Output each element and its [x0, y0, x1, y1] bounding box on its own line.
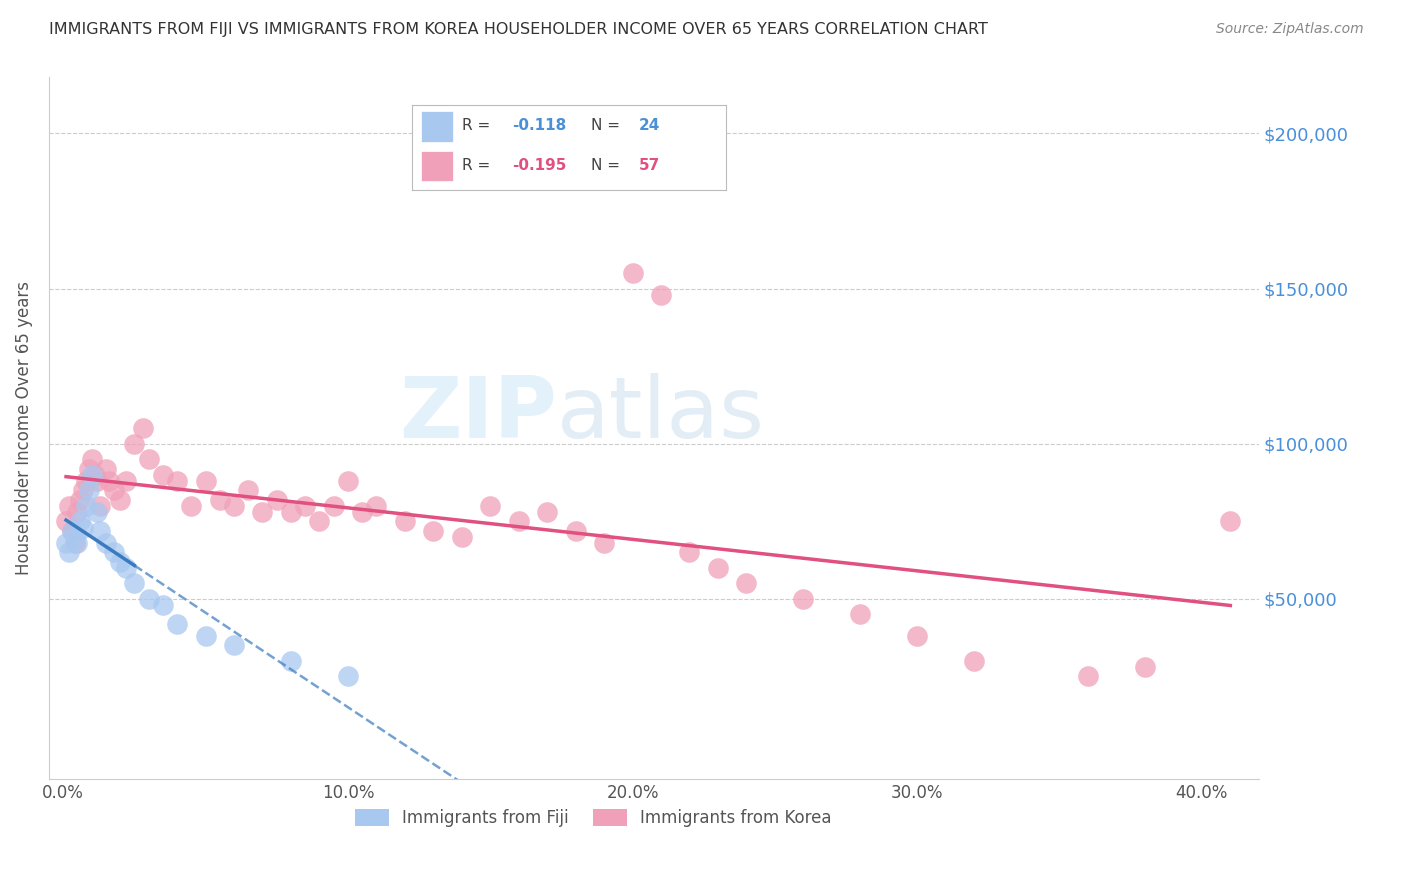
- Point: [322, 499, 344, 513]
- Point: [849, 607, 872, 622]
- Point: [266, 492, 288, 507]
- Point: [138, 591, 160, 606]
- Point: [66, 536, 89, 550]
- Point: [792, 591, 814, 606]
- Point: [138, 452, 160, 467]
- Point: [77, 483, 100, 498]
- Point: [63, 530, 86, 544]
- Point: [678, 545, 700, 559]
- Point: [94, 461, 117, 475]
- Point: [75, 499, 97, 513]
- Point: [72, 483, 94, 498]
- Point: [479, 499, 502, 513]
- Point: [905, 629, 928, 643]
- Point: [194, 474, 217, 488]
- Point: [80, 467, 103, 482]
- Point: [366, 499, 388, 513]
- Point: [1077, 669, 1099, 683]
- Text: atlas: atlas: [557, 373, 765, 456]
- Point: [352, 505, 374, 519]
- Point: [152, 467, 174, 482]
- Text: IMMIGRANTS FROM FIJI VS IMMIGRANTS FROM KOREA HOUSEHOLDER INCOME OVER 65 YEARS C: IMMIGRANTS FROM FIJI VS IMMIGRANTS FROM …: [49, 22, 988, 37]
- Point: [103, 483, 125, 498]
- Point: [83, 467, 105, 482]
- Point: [707, 561, 730, 575]
- Point: [166, 616, 188, 631]
- Point: [336, 669, 359, 683]
- Point: [238, 483, 260, 498]
- Point: [280, 654, 302, 668]
- Point: [1133, 660, 1156, 674]
- Point: [60, 524, 83, 538]
- Point: [114, 561, 136, 575]
- Point: [77, 461, 100, 475]
- Point: [650, 287, 672, 301]
- Y-axis label: Householder Income Over 65 years: Householder Income Over 65 years: [15, 281, 32, 575]
- Legend: Immigrants from Fiji, Immigrants from Korea: Immigrants from Fiji, Immigrants from Ko…: [349, 802, 838, 834]
- Point: [450, 530, 472, 544]
- Point: [94, 536, 117, 550]
- Point: [86, 474, 108, 488]
- Point: [394, 514, 416, 528]
- Point: [89, 499, 111, 513]
- Point: [69, 492, 91, 507]
- Point: [80, 452, 103, 467]
- Point: [1219, 514, 1241, 528]
- Text: Source: ZipAtlas.com: Source: ZipAtlas.com: [1216, 22, 1364, 37]
- Point: [103, 545, 125, 559]
- Point: [89, 524, 111, 538]
- Point: [55, 514, 77, 528]
- Point: [152, 598, 174, 612]
- Point: [63, 536, 86, 550]
- Point: [735, 576, 758, 591]
- Point: [180, 499, 202, 513]
- Point: [336, 474, 359, 488]
- Point: [132, 421, 155, 435]
- Point: [963, 654, 986, 668]
- Point: [75, 474, 97, 488]
- Point: [593, 536, 616, 550]
- Point: [60, 524, 83, 538]
- Point: [564, 524, 586, 538]
- Point: [86, 505, 108, 519]
- Point: [508, 514, 530, 528]
- Point: [108, 492, 131, 507]
- Point: [66, 505, 89, 519]
- Point: [422, 524, 444, 538]
- Point: [222, 639, 245, 653]
- Point: [208, 492, 231, 507]
- Point: [536, 505, 558, 519]
- Point: [97, 474, 120, 488]
- Point: [166, 474, 188, 488]
- Point: [69, 514, 91, 528]
- Point: [58, 545, 80, 559]
- Point: [222, 499, 245, 513]
- Point: [252, 505, 274, 519]
- Text: ZIP: ZIP: [399, 373, 557, 456]
- Point: [114, 474, 136, 488]
- Point: [621, 266, 644, 280]
- Point: [308, 514, 330, 528]
- Point: [194, 629, 217, 643]
- Point: [294, 499, 316, 513]
- Point: [72, 520, 94, 534]
- Point: [280, 505, 302, 519]
- Point: [124, 436, 146, 450]
- Point: [55, 536, 77, 550]
- Point: [108, 555, 131, 569]
- Point: [58, 499, 80, 513]
- Point: [124, 576, 146, 591]
